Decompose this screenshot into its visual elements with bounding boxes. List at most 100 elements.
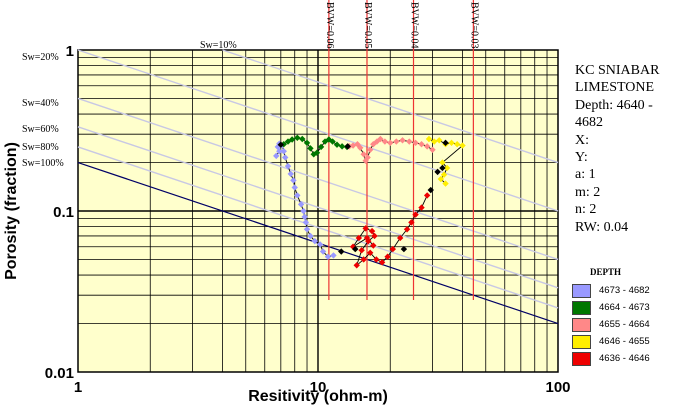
legend-item: 4673 - 4682 <box>568 282 696 299</box>
data-point <box>338 248 345 255</box>
data-point <box>313 149 321 156</box>
data-point <box>389 245 397 253</box>
data-point <box>290 177 297 184</box>
bvw-label: BVW=0.03 <box>468 2 479 48</box>
data-point <box>366 146 374 153</box>
legend-label: 4655 - 4664 <box>599 319 650 330</box>
x-axis-title: Resitivity (ohm-m) <box>248 388 388 405</box>
info-panel: KC SNIABAR LIMESTONE Depth: 4640 - 4682 … <box>575 62 695 236</box>
data-point <box>427 186 434 194</box>
data-point <box>325 136 333 143</box>
data-point <box>418 204 425 211</box>
data-point <box>437 175 445 183</box>
y-tick-label: 0.1 <box>53 204 74 221</box>
y-tick-label: 1 <box>66 43 74 60</box>
data-point <box>303 226 311 233</box>
sw-label: Sw=20% <box>22 52 59 63</box>
sw-line <box>222 49 559 164</box>
data-point <box>442 180 449 187</box>
data-point <box>396 234 404 242</box>
data-point <box>425 135 433 143</box>
legend-swatch <box>572 300 591 315</box>
info-line: a: 1 <box>575 167 596 183</box>
data-point <box>333 141 341 148</box>
data-point <box>373 256 380 263</box>
legend-swatch <box>572 317 591 332</box>
sw-line <box>77 146 559 309</box>
data-point <box>362 225 369 232</box>
data-point <box>300 207 307 215</box>
sw-line <box>77 126 559 289</box>
grid <box>78 50 558 372</box>
data-point <box>363 234 371 242</box>
y-axis-title: Porosity (fraction) <box>3 142 20 280</box>
legend-item: 4655 - 4664 <box>568 316 696 333</box>
info-line: RW: 0.04 <box>575 219 629 235</box>
data-point <box>434 168 441 176</box>
data-point <box>344 143 351 150</box>
bvw-label: BVW=0.06 <box>324 2 335 48</box>
data-point <box>329 138 336 145</box>
data-point <box>287 170 294 178</box>
data-point <box>412 211 419 218</box>
data-point <box>280 148 287 155</box>
data-point <box>307 232 314 240</box>
data-point <box>330 252 337 259</box>
data-point <box>403 226 411 233</box>
data-point <box>370 242 377 249</box>
data-point <box>294 134 301 141</box>
data-point <box>310 151 317 158</box>
data-point <box>284 162 292 170</box>
data-point <box>319 248 327 255</box>
data-point <box>423 143 431 150</box>
sw-label: Sw=40% <box>22 98 59 109</box>
data-point <box>368 227 376 235</box>
data-point <box>360 151 367 158</box>
info-line: KC SNIABAR <box>575 63 660 78</box>
sw-label: Sw=10% <box>200 40 237 51</box>
data-point <box>381 138 389 145</box>
data-point <box>442 139 449 147</box>
data-point <box>371 232 378 240</box>
data-point <box>316 241 324 248</box>
data-point <box>440 171 448 178</box>
data-point <box>324 253 332 260</box>
data-point <box>277 141 285 148</box>
sw-label: Sw=80% <box>22 142 59 153</box>
sw-line <box>77 49 559 212</box>
legend-label: 4646 - 4655 <box>599 336 650 347</box>
info-line: LIMESTONE <box>575 80 655 96</box>
data-point <box>393 138 400 145</box>
legend-swatch <box>572 351 591 366</box>
data-point <box>354 140 361 148</box>
data-point <box>439 159 446 166</box>
bvw-label: BVW=0.04 <box>409 2 420 48</box>
data-point <box>400 245 408 253</box>
data-point <box>418 140 425 148</box>
legend-swatch <box>572 334 591 349</box>
data-point <box>299 135 306 143</box>
sw-line <box>77 97 559 261</box>
data-point <box>273 152 280 160</box>
info-line: m: 2 <box>575 184 601 200</box>
info-line: 4682 <box>575 115 603 131</box>
data-point <box>302 219 310 226</box>
info-line: Y: <box>575 150 588 166</box>
data-point <box>431 138 438 145</box>
data-point <box>303 139 311 147</box>
data-point <box>412 139 419 147</box>
data-point <box>436 137 443 144</box>
data-point <box>439 164 446 172</box>
data-point <box>311 237 319 245</box>
data-point <box>357 144 364 151</box>
data-point <box>429 146 436 153</box>
data-point <box>352 245 359 253</box>
data-point <box>338 143 346 150</box>
data-point <box>448 139 455 147</box>
x-tick-label: 100 <box>545 379 570 396</box>
sw-label: Sw=100% <box>22 158 64 169</box>
series <box>273 134 466 269</box>
data-point <box>443 164 451 172</box>
data-point <box>406 138 413 145</box>
data-point <box>353 262 360 269</box>
